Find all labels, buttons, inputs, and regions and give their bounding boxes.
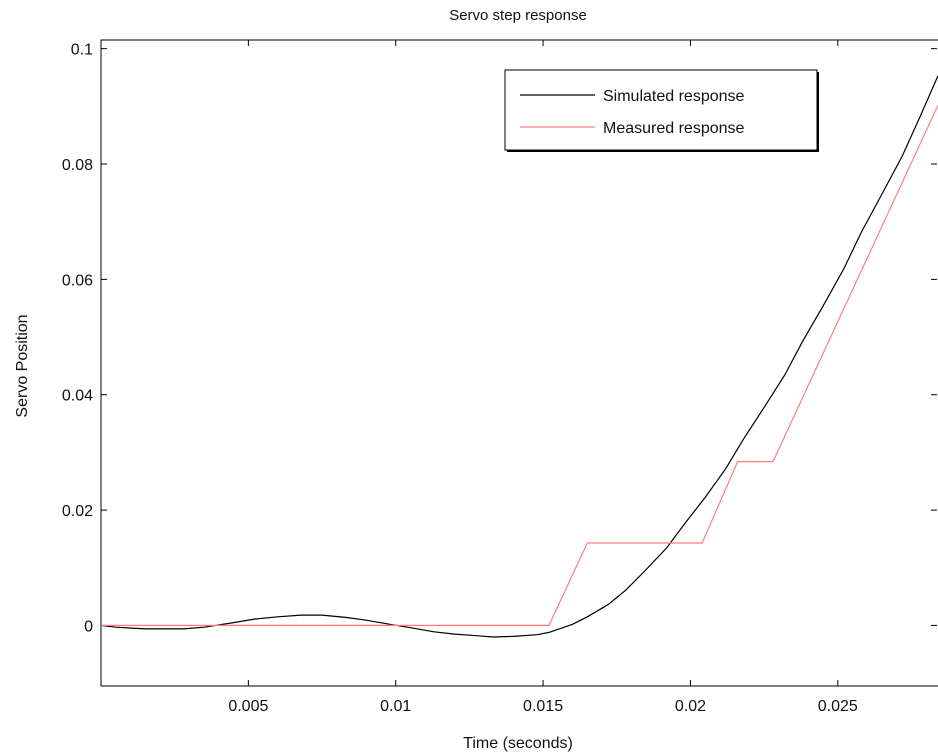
y-tick-label: 0.08	[62, 157, 93, 174]
simulated-response-line	[101, 75, 938, 638]
x-axis-label: Time (seconds)	[463, 735, 573, 752]
y-tick-label: 0	[84, 618, 93, 635]
y-tick-label: 0.02	[62, 503, 93, 520]
y-tick-label: 0.04	[62, 388, 93, 405]
legend-label: Measured response	[603, 120, 745, 137]
measured-response-line	[101, 104, 938, 627]
x-tick-label: 0.025	[818, 698, 858, 715]
legend-label: Simulated response	[603, 88, 745, 105]
x-tick-label: 0.005	[228, 698, 268, 715]
legend-box	[504, 69, 818, 151]
x-tick-label: 0.01	[380, 698, 411, 715]
y-tick-label: 0.1	[71, 42, 93, 59]
y-axis-label: Servo Position	[14, 314, 31, 417]
chart-title: Servo step response	[449, 7, 587, 24]
x-tick-label: 0.015	[523, 698, 563, 715]
plot-frame	[100, 39, 938, 687]
y-tick-label: 0.06	[62, 272, 93, 289]
x-tick-label: 0.02	[675, 698, 706, 715]
